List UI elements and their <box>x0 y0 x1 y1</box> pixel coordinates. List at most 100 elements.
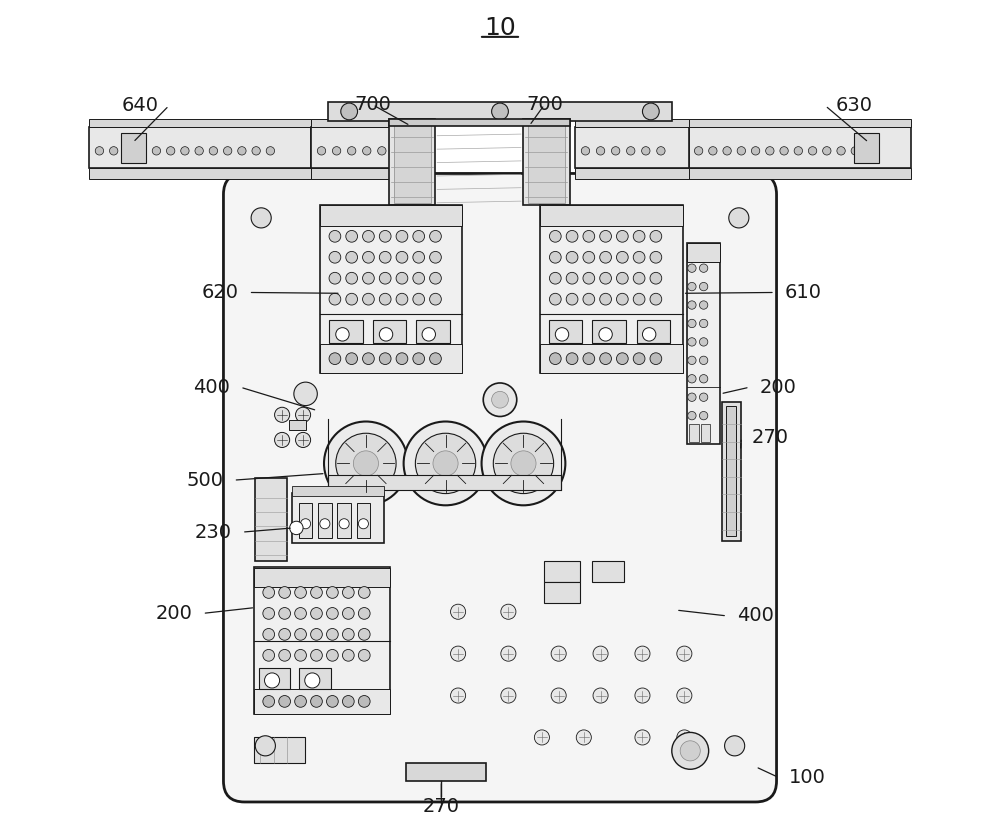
Text: 200: 200 <box>156 604 192 623</box>
Circle shape <box>95 147 104 155</box>
Bar <box>540 344 683 373</box>
Circle shape <box>353 451 378 476</box>
Circle shape <box>396 251 408 263</box>
Circle shape <box>451 604 466 619</box>
Circle shape <box>549 353 561 365</box>
Circle shape <box>342 608 354 619</box>
Circle shape <box>688 282 696 291</box>
Bar <box>289 420 306 430</box>
Bar <box>689 168 911 179</box>
Circle shape <box>576 730 591 745</box>
Bar <box>592 320 626 343</box>
Bar <box>254 689 390 714</box>
Circle shape <box>549 293 561 305</box>
Circle shape <box>327 628 338 640</box>
Bar <box>389 119 570 126</box>
Circle shape <box>616 251 628 263</box>
Circle shape <box>593 646 608 661</box>
Circle shape <box>616 272 628 284</box>
Circle shape <box>263 649 275 661</box>
Circle shape <box>549 251 561 263</box>
Text: 610: 610 <box>785 283 822 302</box>
Circle shape <box>363 293 374 305</box>
Circle shape <box>650 230 662 242</box>
Circle shape <box>279 628 290 640</box>
Circle shape <box>616 293 628 305</box>
Circle shape <box>688 356 696 365</box>
Circle shape <box>650 353 662 365</box>
Circle shape <box>501 604 516 619</box>
Circle shape <box>430 272 441 284</box>
Circle shape <box>347 147 356 155</box>
Circle shape <box>327 696 338 707</box>
Circle shape <box>680 741 700 761</box>
Circle shape <box>583 251 595 263</box>
Text: 230: 230 <box>195 523 232 541</box>
Circle shape <box>342 649 354 661</box>
Circle shape <box>430 353 441 365</box>
Circle shape <box>555 328 569 341</box>
Circle shape <box>413 272 425 284</box>
Circle shape <box>263 587 275 598</box>
Bar <box>320 205 462 226</box>
Circle shape <box>766 147 774 155</box>
Text: 200: 200 <box>760 378 797 396</box>
Circle shape <box>723 147 731 155</box>
Bar <box>264 511 282 530</box>
Circle shape <box>650 293 662 305</box>
Circle shape <box>341 103 358 120</box>
Circle shape <box>294 382 317 406</box>
Circle shape <box>329 293 341 305</box>
Text: 100: 100 <box>789 768 826 787</box>
Circle shape <box>358 696 370 707</box>
Circle shape <box>596 147 605 155</box>
Circle shape <box>583 353 595 365</box>
Circle shape <box>238 147 246 155</box>
Circle shape <box>672 732 709 769</box>
Circle shape <box>633 230 645 242</box>
Circle shape <box>633 353 645 365</box>
Circle shape <box>492 103 508 120</box>
Bar <box>320 205 462 373</box>
Circle shape <box>195 147 203 155</box>
Circle shape <box>296 407 311 422</box>
Circle shape <box>699 264 708 272</box>
Circle shape <box>511 451 536 476</box>
Circle shape <box>279 696 290 707</box>
Bar <box>328 475 561 490</box>
Circle shape <box>266 147 275 155</box>
Circle shape <box>593 688 608 703</box>
Circle shape <box>549 272 561 284</box>
Circle shape <box>549 230 561 242</box>
Circle shape <box>379 328 393 341</box>
Circle shape <box>551 688 566 703</box>
Circle shape <box>583 272 595 284</box>
Circle shape <box>311 587 322 598</box>
Text: 10: 10 <box>484 17 516 40</box>
Circle shape <box>737 147 746 155</box>
Circle shape <box>263 628 275 640</box>
Bar <box>357 503 370 538</box>
Circle shape <box>688 393 696 401</box>
Circle shape <box>255 736 275 756</box>
Bar <box>592 561 624 582</box>
Circle shape <box>336 328 349 341</box>
Circle shape <box>346 230 358 242</box>
Bar <box>575 127 689 168</box>
Circle shape <box>430 230 441 242</box>
Circle shape <box>342 587 354 598</box>
Bar <box>687 243 720 262</box>
Circle shape <box>566 293 578 305</box>
Bar <box>264 533 282 551</box>
Circle shape <box>650 272 662 284</box>
Bar <box>254 567 390 714</box>
Bar <box>329 320 363 343</box>
Circle shape <box>635 646 650 661</box>
Circle shape <box>837 147 845 155</box>
Circle shape <box>709 147 717 155</box>
Circle shape <box>699 319 708 328</box>
Circle shape <box>358 587 370 598</box>
Circle shape <box>780 147 788 155</box>
Text: 400: 400 <box>193 378 230 396</box>
Bar <box>689 424 699 442</box>
